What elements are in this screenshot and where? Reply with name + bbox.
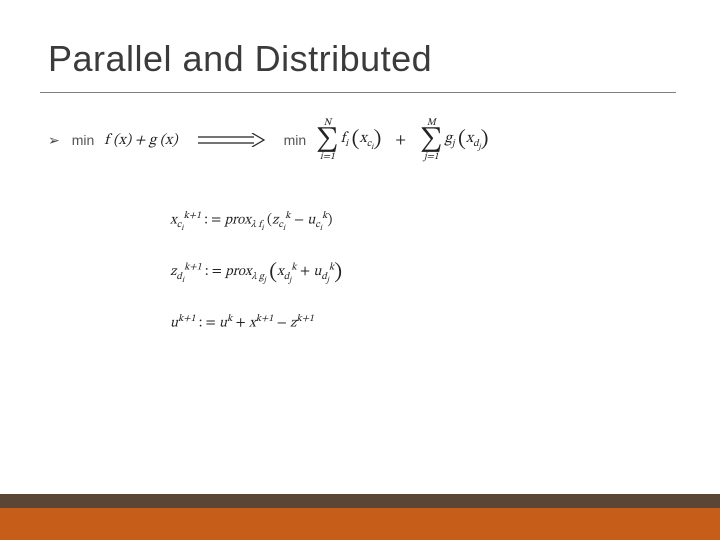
arrow-icon [196, 133, 266, 147]
sigma-icon: ∑ [316, 128, 338, 152]
equation-1: xcik+1 : = proxλ fi (zcik − ucik) [170, 210, 530, 233]
sigma-2-lower: j=1 [424, 152, 439, 162]
t1-var: x [360, 131, 367, 146]
t2-func: g [445, 131, 452, 146]
footer-bar-orange [0, 508, 720, 540]
t2-var: x [466, 131, 473, 146]
t1-funcsub: i [345, 139, 348, 149]
body: ➢ min f (x) + g (x) min N ∑ i=1 fi (xci) [48, 118, 658, 162]
sigma-2: M ∑ j=1 [420, 118, 442, 162]
lhs-expression: f (x) + g (x) [104, 131, 177, 150]
term-1: fi (xci) [341, 126, 382, 154]
sum-2: M ∑ j=1 gj (xdj) [420, 118, 488, 162]
page-title: Parallel and Distributed [48, 38, 432, 80]
t2-varsub: dj [473, 139, 481, 149]
sigma-1-upper: N [324, 118, 331, 128]
plus-1: + [395, 131, 406, 150]
sigma-1-lower: i=1 [320, 152, 335, 162]
sum-1: N ∑ i=1 fi (xci) [316, 118, 381, 162]
slide: Parallel and Distributed ➢ min f (x) + g… [0, 0, 720, 540]
term-2: gj (xdj) [445, 126, 489, 154]
footer-bar-dark [0, 494, 720, 508]
equation-3: uk+1 : = uk + xk+1 − zk+1 [170, 313, 530, 333]
title-underline [40, 92, 676, 93]
bullet-icon: ➢ [48, 132, 60, 149]
equation-block: xcik+1 : = proxλ fi (zcik − ucik) zdik+1… [170, 210, 530, 359]
equation-2: zdik+1 : = proxλ gj (xdjk + udjk) [170, 259, 530, 287]
min-label-left: min [72, 132, 95, 148]
sigma-2-upper: M [427, 118, 436, 128]
formula-line: ➢ min f (x) + g (x) min N ∑ i=1 fi (xci) [48, 118, 658, 162]
sigma-1: N ∑ i=1 [316, 118, 338, 162]
sigma-icon: ∑ [420, 128, 442, 152]
min-label-right: min [284, 132, 307, 148]
t2-funcsub: j [452, 139, 455, 149]
footer [0, 494, 720, 540]
